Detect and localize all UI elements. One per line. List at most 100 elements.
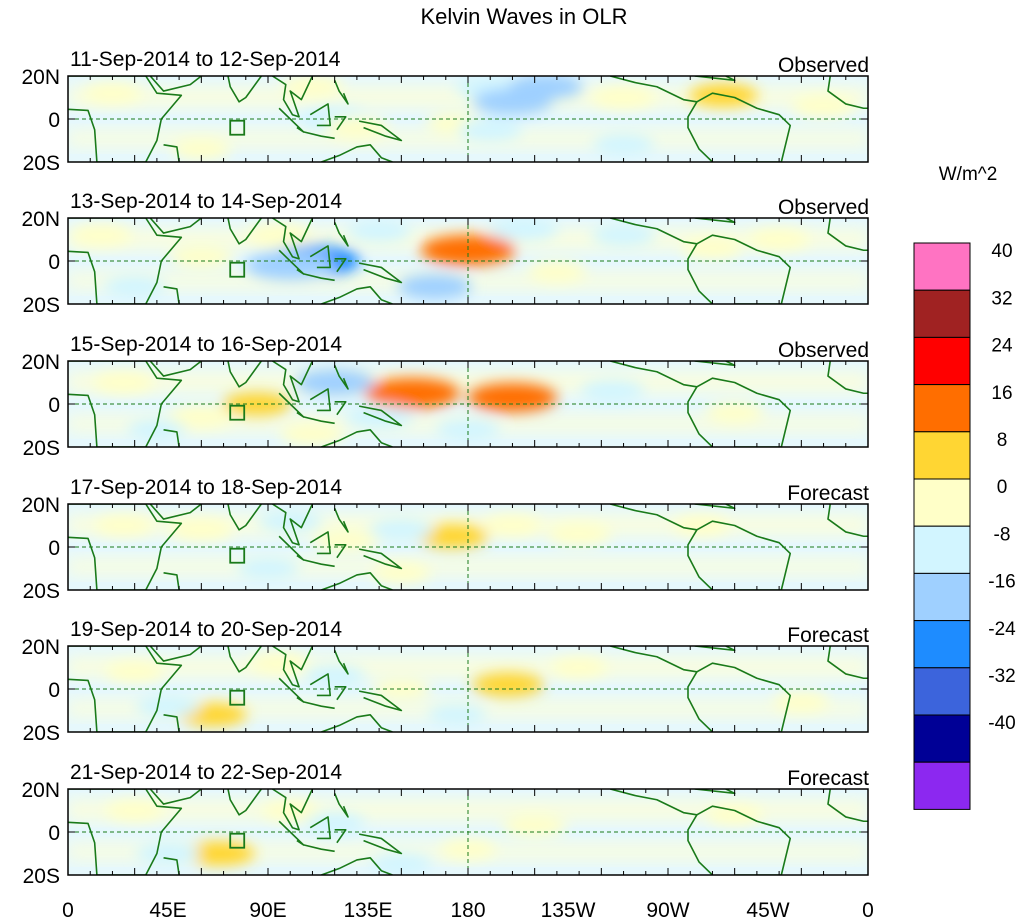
- coastline: [696, 805, 792, 875]
- coastline: [272, 361, 314, 403]
- colorbar-swatch: [913, 667, 971, 716]
- x-tick-label: 180: [450, 899, 485, 922]
- coastline: [68, 361, 183, 447]
- colorbar-label: 0: [997, 477, 1008, 498]
- coastline: [333, 649, 349, 675]
- region-box: [229, 119, 246, 136]
- coastline: [334, 829, 347, 844]
- coastline: [358, 690, 403, 712]
- coastline: [68, 76, 183, 162]
- y-tick-label: 20N: [21, 636, 60, 659]
- positive-anomaly: [83, 82, 142, 104]
- panel-date-range: 21-Sep-2014 to 22-Sep-2014: [70, 761, 342, 784]
- coastline: [827, 361, 868, 395]
- y-tick-label: 20S: [23, 865, 60, 888]
- map-panel: 13-Sep-2014 to 14-Sep-2014 Observed 20N 0 20…: [21, 190, 869, 317]
- coastline: [696, 662, 792, 732]
- coastline: [309, 531, 332, 555]
- positive-anomaly: [93, 371, 155, 394]
- colorbar-swatch: [913, 289, 971, 338]
- positive-anomaly: [416, 524, 489, 549]
- coastline: [309, 673, 332, 697]
- colorbar-swatch: [913, 572, 971, 622]
- colorbar-label: -24: [988, 619, 1016, 640]
- negative-anomaly: [489, 218, 558, 241]
- coastline: [321, 713, 393, 732]
- colorbar-label: 40: [991, 241, 1012, 262]
- coastline: [333, 364, 349, 390]
- x-tick-label: 135W: [541, 899, 596, 922]
- y-tick-label: 20N: [21, 779, 60, 802]
- coastline: [68, 789, 183, 875]
- coastline: [827, 218, 868, 252]
- colorbar-label: -16: [988, 572, 1015, 593]
- coastline: [827, 76, 868, 110]
- negative-anomaly: [304, 665, 366, 687]
- colorbar-label: -32: [988, 666, 1015, 687]
- negative-anomaly: [127, 419, 187, 441]
- negative-anomaly: [580, 380, 645, 403]
- colorbar-label: 32: [991, 288, 1012, 309]
- region-box: [229, 689, 246, 706]
- coastline: [163, 572, 180, 590]
- positive-anomaly: [94, 515, 153, 536]
- coastline: [149, 504, 202, 520]
- map-panel: 19-Sep-2014 to 20-Sep-2014 Forecast 20N 0 20…: [21, 618, 869, 745]
- positive-anomaly: [681, 237, 743, 259]
- coastline: [696, 377, 792, 447]
- coastline: [272, 76, 314, 118]
- positive-anomaly: [483, 515, 542, 536]
- coastline: [227, 504, 262, 531]
- y-tick-label: 20N: [21, 494, 60, 517]
- negative-anomaly: [370, 853, 432, 875]
- negative-anomaly: [436, 418, 500, 441]
- positive-anomaly: [372, 678, 431, 700]
- y-tick-label: 0: [48, 109, 60, 132]
- positive-anomaly: [280, 423, 345, 446]
- positive-anomaly: [169, 245, 234, 268]
- negative-anomaly: [136, 842, 200, 865]
- coastline: [163, 714, 180, 732]
- positive-anomaly: [105, 661, 164, 683]
- negative-anomaly: [136, 695, 200, 718]
- coastline: [334, 116, 347, 131]
- coastline: [303, 701, 335, 710]
- x-tick-label: 90W: [646, 899, 689, 922]
- positive-anomaly: [169, 518, 234, 541]
- map-panel: 11-Sep-2014 to 12-Sep-2014 Observed 20N 0 20…: [21, 48, 869, 175]
- positive-anomaly: [472, 672, 544, 697]
- panel-date-range: 11-Sep-2014 to 12-Sep-2014: [70, 48, 341, 71]
- positive-anomaly: [547, 523, 611, 546]
- y-tick-label: 20S: [23, 294, 60, 317]
- colorbar-label: 16: [991, 383, 1012, 404]
- positive-anomaly: [791, 95, 856, 118]
- coastline: [149, 361, 202, 377]
- negative-anomaly: [237, 557, 299, 580]
- positive-anomaly: [551, 657, 608, 678]
- anomaly-core: [449, 242, 487, 258]
- y-tick-label: 20S: [23, 437, 60, 460]
- positive-anomaly: [748, 228, 810, 251]
- colorbar-units: W/m^2: [939, 164, 998, 185]
- coastline: [321, 856, 393, 875]
- region-box: [229, 832, 246, 849]
- coastline: [303, 273, 335, 282]
- positive-anomaly: [502, 814, 567, 837]
- coastline: [227, 76, 262, 103]
- coastline: [272, 504, 314, 546]
- coastline: [272, 789, 314, 831]
- panel-date-range: 13-Sep-2014 to 14-Sep-2014: [70, 190, 342, 213]
- positive-anomaly: [247, 224, 311, 247]
- positive-anomaly: [70, 224, 132, 246]
- positive-anomaly: [172, 138, 231, 160]
- colorbar: W/m^2 40 32 24 16 8 0 -8 -16 -24 -32 -40: [913, 164, 1016, 810]
- panel-kind-label: Observed: [778, 196, 869, 219]
- coastline: [696, 234, 792, 304]
- colorbar-label: 8: [997, 430, 1008, 451]
- coastline: [333, 792, 349, 818]
- x-tick-label: 45E: [149, 899, 186, 922]
- colorbar-swatch: [913, 431, 971, 480]
- anomaly-core: [494, 390, 531, 405]
- x-tick-label: 90E: [249, 899, 286, 922]
